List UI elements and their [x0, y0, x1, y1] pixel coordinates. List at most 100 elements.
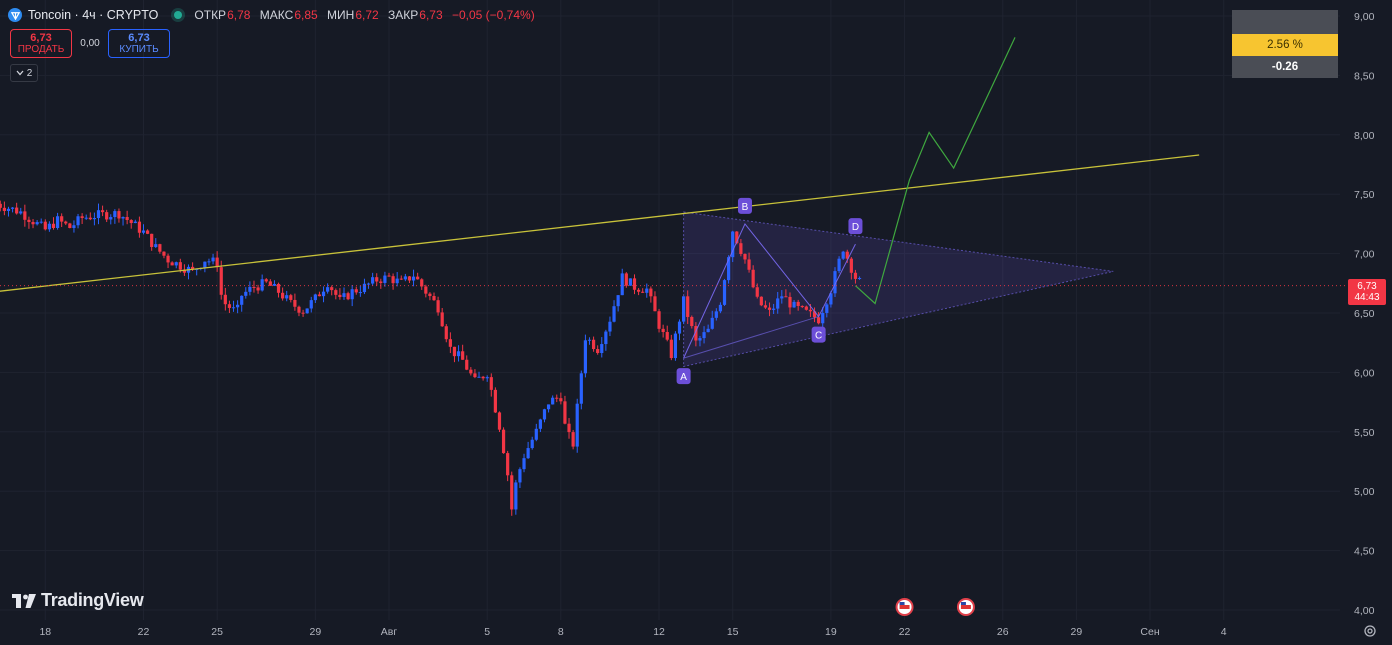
- candle-body: [424, 286, 428, 294]
- candle-body: [416, 276, 420, 280]
- candle-body: [338, 294, 342, 297]
- candle-body: [596, 349, 600, 354]
- point-marker-c[interactable]: [811, 326, 826, 343]
- candle-body: [518, 469, 522, 483]
- symbol-title[interactable]: Toncoin · 4ч · CRYPTO: [28, 8, 159, 22]
- candle-body: [641, 291, 645, 293]
- candle-body: [223, 294, 227, 305]
- candle-body: [391, 276, 395, 284]
- candle-body: [80, 216, 84, 219]
- candle-body: [399, 278, 403, 280]
- time-tick-label: 22: [899, 626, 911, 638]
- candle-body: [612, 306, 616, 322]
- candle-body: [669, 339, 673, 359]
- triangle-pattern[interactable]: [683, 211, 1114, 368]
- candle-body: [551, 397, 555, 405]
- candle-body: [68, 223, 72, 228]
- triangle-area[interactable]: [683, 211, 1114, 368]
- sell-button[interactable]: 6,73 ПРОДАТЬ: [10, 29, 72, 58]
- candle-body: [624, 273, 628, 286]
- close-value: 6,73: [419, 8, 443, 22]
- candle-body: [113, 211, 117, 218]
- candle-body: [506, 453, 510, 476]
- candle-body: [821, 312, 825, 324]
- candle-body: [743, 253, 747, 260]
- open-value: 6,78: [227, 8, 251, 22]
- candle-body: [15, 207, 19, 214]
- gear-icon[interactable]: [1363, 624, 1377, 638]
- candle-body: [489, 377, 493, 390]
- price-tick-label: 4,50: [1354, 546, 1375, 558]
- candle-body: [636, 289, 641, 292]
- candle-body: [346, 293, 350, 300]
- candle-body: [825, 304, 829, 313]
- low-value: 6,72: [355, 8, 379, 22]
- candle-body: [272, 283, 277, 286]
- candle-body: [857, 277, 862, 279]
- price-tick-label: 8,00: [1354, 130, 1375, 142]
- candle-body: [686, 296, 690, 317]
- projection-path[interactable]: [855, 37, 1016, 305]
- candle-body: [428, 293, 432, 297]
- time-tick-label: 22: [138, 626, 150, 638]
- candle-body: [587, 339, 592, 341]
- candle-body: [285, 295, 289, 299]
- measure-tool-label[interactable]: 2.56 % -0.26: [1232, 10, 1338, 78]
- candle-body: [342, 293, 346, 297]
- candle-body: [731, 231, 735, 258]
- candle-body: [117, 211, 121, 219]
- time-axis[interactable]: 18 22 25 29 Авг 5 8 12 15 19 22 26 29 Сен 4: [39, 626, 1226, 638]
- point-marker-b[interactable]: [737, 197, 752, 214]
- candle-body: [293, 299, 297, 307]
- last-price-label: 6,73 44:43: [1348, 279, 1386, 305]
- candle-body: [469, 369, 473, 374]
- measure-percent: 2.56 %: [1232, 34, 1338, 56]
- candle-body: [767, 307, 772, 310]
- candle-body: [444, 326, 448, 340]
- candle-body: [366, 283, 371, 285]
- chevron-down-icon: [16, 70, 24, 76]
- candle-body: [313, 294, 317, 301]
- economic-events[interactable]: [895, 598, 975, 616]
- candle-body: [0, 203, 2, 208]
- price-axis[interactable]: 9,00 8,50 8,00 7,50 7,00 6,50 6,00 5,50 5,00 4,50…: [1354, 11, 1375, 617]
- candle-body: [35, 222, 39, 225]
- abcd-base-line[interactable]: [683, 316, 819, 359]
- candle-body: [473, 373, 477, 378]
- candle-body: [501, 429, 506, 454]
- candle-body: [485, 377, 489, 379]
- pattern-markers[interactable]: A B C D: [676, 197, 863, 385]
- buy-button[interactable]: 6,73 КУПИТЬ: [108, 29, 170, 58]
- tradingview-logo[interactable]: TradingView: [12, 590, 144, 611]
- trend-line[interactable]: [0, 154, 1200, 292]
- indicators-toggle[interactable]: 2: [10, 64, 38, 82]
- candle-body: [244, 291, 248, 296]
- drawing-lines[interactable]: [0, 37, 1348, 359]
- candle-body: [256, 287, 260, 291]
- candle-body: [665, 332, 669, 340]
- us-flag-stripe: [899, 605, 910, 609]
- point-marker-d[interactable]: [848, 218, 863, 235]
- candle-body: [39, 221, 43, 223]
- candle-body: [841, 251, 845, 259]
- open-label: ОТКР: [194, 8, 227, 22]
- time-tick-label: 29: [310, 626, 322, 638]
- candle-body: [43, 221, 47, 230]
- candle-body: [420, 279, 424, 287]
- candle-body: [354, 289, 358, 293]
- candle-body: [203, 261, 207, 268]
- candle-body: [2, 207, 6, 211]
- point-marker-a[interactable]: [676, 368, 691, 385]
- candle-body: [289, 295, 293, 300]
- candle-body: [706, 328, 710, 333]
- tradingview-icon: [12, 593, 36, 608]
- candle-body: [837, 258, 841, 272]
- candle-body: [231, 307, 236, 309]
- time-tick-label: 12: [653, 626, 665, 638]
- candle-body: [154, 244, 158, 247]
- price-tick-label: 7,00: [1354, 249, 1375, 261]
- candle-body: [722, 280, 727, 305]
- candle-body: [174, 262, 178, 266]
- abcd-pattern-line[interactable]: [683, 222, 856, 359]
